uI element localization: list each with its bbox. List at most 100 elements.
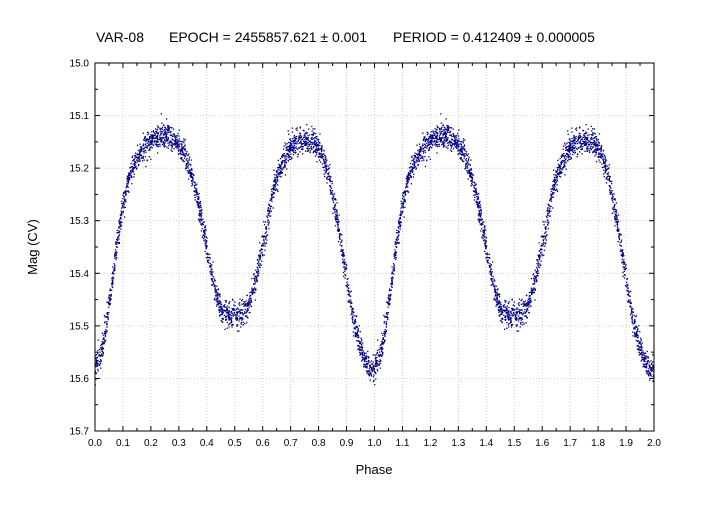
data-point [181, 143, 183, 145]
data-point [317, 147, 319, 150]
data-point [485, 246, 487, 249]
data-point [323, 160, 325, 162]
data-point [474, 184, 476, 186]
data-point [185, 167, 188, 169]
data-point [253, 291, 256, 294]
data-point [156, 125, 159, 127]
data-point [369, 373, 371, 375]
data-point [119, 218, 122, 220]
data-point [108, 294, 111, 296]
data-point [404, 193, 407, 196]
data-point [628, 301, 630, 303]
data-point [189, 173, 192, 176]
data-point [533, 291, 535, 294]
data-point [644, 352, 647, 354]
data-point [550, 188, 552, 191]
data-point [582, 140, 584, 142]
data-point [426, 131, 428, 134]
data-point [571, 145, 573, 147]
data-point [459, 143, 461, 145]
data-point [647, 357, 650, 359]
data-point [229, 318, 232, 320]
data-point [517, 311, 519, 313]
data-point [120, 228, 122, 230]
data-point [488, 271, 491, 273]
data-point [200, 210, 203, 212]
data-point [113, 273, 115, 275]
data-point [257, 260, 260, 263]
data-point [133, 173, 135, 175]
data-point [599, 148, 601, 150]
data-point [576, 148, 578, 150]
data-point [509, 322, 512, 324]
data-point [377, 364, 379, 366]
data-point [561, 162, 563, 164]
data-point [448, 131, 451, 133]
data-point [133, 159, 135, 161]
data-point [156, 141, 158, 143]
data-point [267, 224, 269, 226]
data-point [375, 361, 377, 363]
data-point [128, 191, 130, 193]
data-point [521, 318, 524, 320]
data-point [250, 301, 252, 304]
data-point [186, 160, 188, 162]
data-point [176, 145, 178, 148]
data-point [403, 199, 405, 201]
data-point [481, 218, 484, 221]
data-point [334, 198, 336, 201]
data-point [240, 321, 243, 324]
data-point [618, 236, 620, 238]
data-point [436, 132, 439, 134]
data-point [306, 147, 309, 149]
data-point [499, 310, 502, 312]
data-point [456, 141, 458, 144]
data-point [198, 205, 200, 207]
data-point [491, 284, 493, 286]
data-point [309, 150, 311, 152]
data-point [616, 222, 618, 224]
data-point [139, 160, 141, 163]
data-point [143, 139, 145, 142]
data-point [241, 317, 243, 319]
data-point [198, 215, 201, 217]
data-point [352, 335, 355, 337]
data-point [586, 138, 588, 141]
data-point [645, 363, 648, 365]
data-point [579, 151, 581, 153]
data-point [525, 322, 527, 324]
data-point [432, 131, 434, 133]
data-point [549, 215, 551, 217]
data-point [202, 218, 204, 221]
data-point [393, 266, 395, 269]
data-point [524, 315, 526, 317]
data-point [155, 145, 158, 147]
data-point [413, 158, 415, 160]
data-point [464, 159, 467, 161]
data-point [526, 294, 528, 296]
data-point [194, 184, 197, 186]
data-point [274, 184, 276, 186]
data-point [618, 234, 620, 237]
data-point [540, 244, 542, 246]
data-point [327, 167, 330, 170]
data-point [378, 364, 380, 366]
data-point [111, 286, 114, 289]
data-point [523, 311, 525, 313]
data-point [473, 186, 475, 188]
data-point [225, 316, 227, 318]
data-point [484, 239, 486, 241]
data-point [545, 234, 548, 237]
data-point [440, 140, 443, 142]
data-point [383, 322, 385, 324]
data-point [146, 137, 148, 140]
data-point [646, 350, 648, 353]
data-point [234, 313, 237, 316]
data-point [506, 309, 508, 312]
data-point [636, 329, 639, 331]
data-point [604, 158, 606, 161]
data-point [638, 325, 640, 327]
data-point [112, 282, 114, 284]
data-point [192, 181, 194, 183]
data-point [619, 250, 621, 252]
